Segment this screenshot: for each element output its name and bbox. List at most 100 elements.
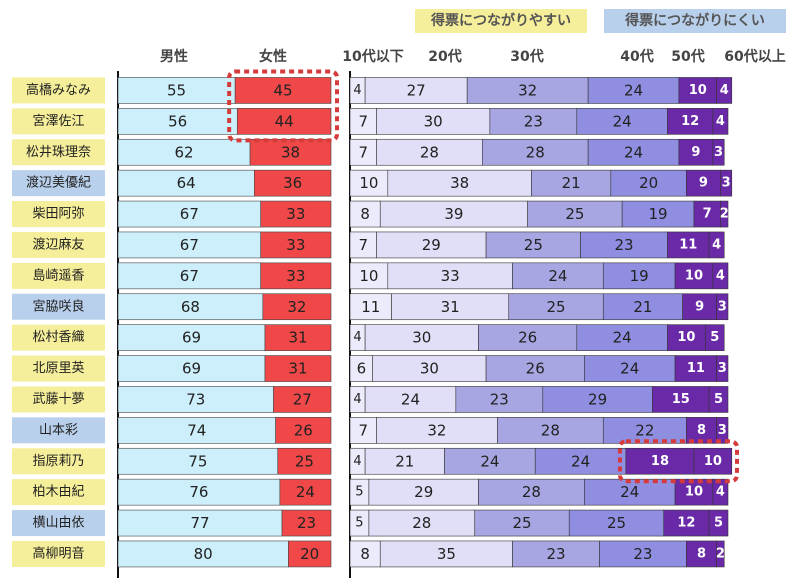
bar-age-3 [568,509,665,537]
bar-age-2 [508,293,604,321]
bar-age-2 [497,417,604,444]
label-male: 77 [190,514,209,532]
label-male: 64 [177,174,196,192]
label-age-5: 3 [718,361,727,376]
label-age-3: 21 [633,298,652,316]
label-age-5: 5 [710,330,719,345]
bar-age-1 [376,138,483,166]
header-female: 女性 [259,48,287,65]
bar-female [264,355,332,382]
name-cell [12,262,105,289]
label-age-0: 4 [353,454,361,469]
header-male: 男性 [160,48,188,65]
name-cell [12,540,105,567]
bar-female [262,293,332,321]
label-male: 56 [168,112,187,130]
bar-age-2 [478,478,585,506]
row-name: 横山由依 [32,516,84,531]
label-female: 33 [286,267,305,285]
bar-age-1 [368,478,479,506]
bar-male [117,447,279,475]
label-age-5: 5 [714,392,723,407]
label-age-0: 10 [359,174,378,192]
label-age-5: 3 [722,176,731,191]
bar-age-4 [625,447,695,475]
label-age-2: 28 [526,143,545,161]
bar-age-2 [444,447,536,475]
label-male: 75 [188,452,207,470]
label-age-0: 7 [358,112,368,130]
bar-male [117,77,236,104]
bar-age-1 [364,324,479,351]
label-age-4: 11 [687,361,705,376]
bar-age-5 [712,108,729,135]
name-cell [12,108,105,135]
bar-age-1 [376,231,487,259]
highlight-age [617,439,739,484]
name-cell [12,139,105,166]
bar-age-4 [667,324,706,351]
bar-female [288,540,332,568]
bar-age-2 [485,231,581,259]
bar-age-4 [678,77,717,104]
bar-age-3 [587,77,680,104]
label-age-3: 23 [633,545,652,563]
label-age-4: 7 [703,207,712,222]
bar-age-1 [372,355,487,382]
header-age-2: 30代 [510,48,543,65]
label-male: 74 [187,421,206,439]
label-age-0: 10 [359,267,378,285]
label-age-5: 4 [716,114,725,129]
label-age-1: 35 [437,545,456,563]
bar-age-4 [686,417,717,444]
bar-age-4 [674,355,717,382]
label-age-2: 25 [565,205,584,223]
highlight-female [227,69,339,143]
label-age-2: 25 [524,236,543,254]
bar-age-5 [708,509,729,537]
name-cell [12,479,105,506]
label-age-4: 12 [681,114,699,129]
bar-age-3 [602,293,683,321]
label-age-3: 24 [571,452,590,470]
row-name: 松村香織 [32,330,84,345]
label-female: 24 [296,483,315,501]
label-female: 20 [300,545,319,563]
label-female: 27 [293,390,312,408]
label-female: 38 [281,143,300,161]
label-age-0: 7 [358,421,368,439]
bar-age-2 [478,324,578,351]
label-age-3: 29 [588,390,607,408]
row-name: 渡辺美優紀 [26,175,91,191]
label-age-4: 11 [679,237,697,252]
label-age-3: 24 [620,483,639,501]
label-age-4: 10 [689,83,707,98]
bar-age-1 [376,108,491,135]
bar-female [277,447,332,475]
name-cell [12,510,105,537]
row-name: 北原里英 [32,361,84,376]
label-age-1: 30 [424,112,443,130]
label-age-5: 4 [716,268,725,283]
bar-male [117,386,274,413]
label-female: 45 [274,81,293,99]
row-name: 指原莉乃 [32,454,84,469]
bar-male [117,138,251,166]
bar-age-3 [599,540,687,568]
label-age-0: 5 [355,516,363,531]
label-age-2: 23 [546,545,565,563]
bar-age-3 [580,231,668,259]
bar-male [117,540,289,568]
bar-age-1 [364,77,468,104]
label-age-3: 24 [613,329,632,347]
label-age-0: 8 [360,205,370,223]
label-female: 36 [283,174,302,192]
bar-female [273,386,332,413]
label-age-1: 38 [450,174,469,192]
bar-age-3 [584,478,676,506]
label-age-1: 29 [422,236,441,254]
label-age-3: 24 [624,143,643,161]
label-age-2: 28 [541,421,560,439]
bar-age-5 [693,447,733,475]
